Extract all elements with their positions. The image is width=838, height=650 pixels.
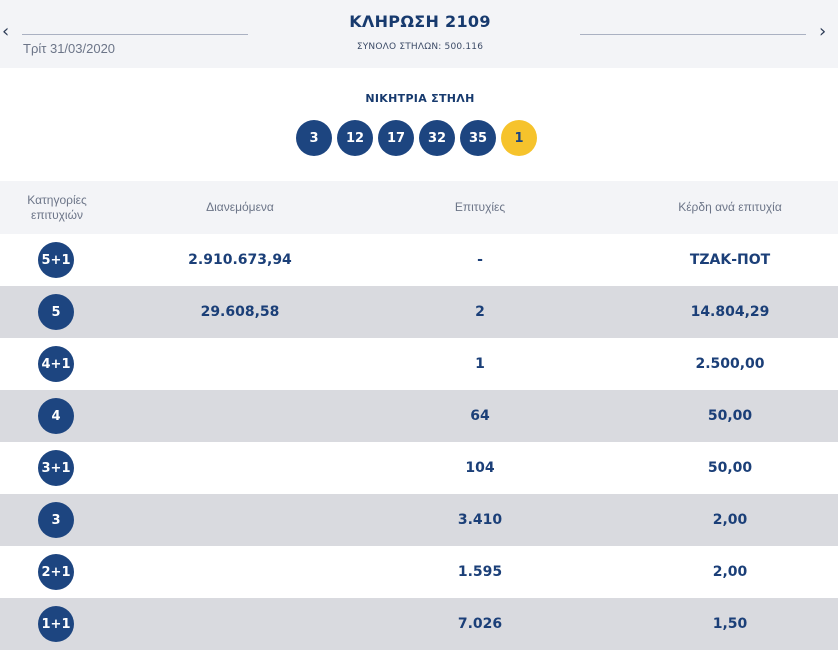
distributed-cell: 2.910.673,94 (188, 252, 292, 268)
prize-cell: 50,00 (707, 408, 753, 424)
divider-right (580, 34, 806, 35)
table-row: 1+1 7.026 1,50 (0, 598, 838, 650)
distributed-cell (160, 546, 320, 598)
draw-date: Τρίτ 31/03/2020 (23, 41, 116, 56)
number-ball: 3 (296, 120, 332, 156)
winners-cell: 7.026 (457, 616, 503, 632)
total-columns: ΣΥΝΟΛΟ ΣΤΗΛΩΝ: 500.116 (356, 42, 484, 52)
table-row: 4 64 50,00 (0, 390, 838, 442)
number-ball: 17 (378, 120, 414, 156)
prize-cell: ΤΖΑΚ-ΠΟΤ (689, 252, 771, 268)
draw-header: ‹ Τρίτ 31/03/2020 ΚΛΗΡΩΣΗ 2109 ΣΥΝΟΛΟ ΣΤ… (0, 0, 838, 68)
table-row: 4+1 1 2.500,00 (0, 338, 838, 390)
prize-cell: 2.500,00 (695, 356, 765, 372)
chevron-left-icon[interactable]: ‹ (2, 21, 10, 42)
divider-left (22, 34, 248, 35)
distributed-cell: 29.608,58 (200, 304, 280, 320)
draw-title: ΚΛΗΡΩΣΗ 2109 (349, 12, 491, 31)
winners-cell: 104 (465, 460, 495, 476)
table-row: 5+1 2.910.673,94 - ΤΖΑΚ-ΠΟΤ (0, 234, 838, 286)
distributed-cell (160, 390, 320, 442)
prize-cell: 2,00 (712, 564, 748, 580)
joker-ball: 1 (501, 120, 537, 156)
category-badge: 2+1 (38, 554, 74, 590)
prize-cell: 50,00 (707, 460, 753, 476)
winners-cell: 64 (470, 408, 490, 424)
category-badge: 4+1 (38, 346, 74, 382)
category-badge: 1+1 (38, 606, 74, 642)
header-distributed: Διανεμόμενα (206, 200, 274, 214)
prize-cell: 2,00 (712, 512, 748, 528)
category-badge: 5+1 (38, 242, 74, 278)
prize-cell: 14.804,29 (690, 304, 770, 320)
category-badge: 4 (38, 398, 74, 434)
header-category: Κατηγορίες επιτυχιών (27, 192, 87, 222)
prize-cell: 1,50 (712, 616, 748, 632)
winners-cell: - (477, 252, 483, 268)
winners-cell: 1.595 (457, 564, 503, 580)
number-ball: 12 (337, 120, 373, 156)
category-badge: 3+1 (38, 450, 74, 486)
table-header: Κατηγορίες επιτυχιών Διανεμόμενα Επιτυχί… (0, 181, 838, 234)
header-winners: Επιτυχίες (454, 200, 506, 214)
winning-numbers: 3 12 17 32 35 1 (296, 120, 537, 156)
winners-cell: 2 (475, 304, 485, 320)
number-ball: 35 (460, 120, 496, 156)
winning-column-label: ΝΙΚΗΤΡΙΑ ΣΤΗΛΗ (365, 92, 475, 105)
winners-cell: 1 (475, 356, 485, 372)
category-badge: 5 (38, 294, 74, 330)
table-row: 5 29.608,58 2 14.804,29 (0, 286, 838, 338)
chevron-right-icon[interactable]: › (819, 21, 827, 42)
header-prize: Κέρδη ανά επιτυχία (678, 200, 782, 214)
distributed-cell (160, 442, 320, 494)
table-row: 3 3.410 2,00 (0, 494, 838, 546)
table-row: 3+1 104 50,00 (0, 442, 838, 494)
table-row: 2+1 1.595 2,00 (0, 546, 838, 598)
distributed-cell (160, 598, 320, 650)
category-badge: 3 (38, 502, 74, 538)
prize-table: 5+1 2.910.673,94 - ΤΖΑΚ-ΠΟΤ 5 29.608,58 … (0, 234, 838, 650)
number-ball: 32 (419, 120, 455, 156)
distributed-cell (160, 494, 320, 546)
winners-cell: 3.410 (457, 512, 503, 528)
distributed-cell (160, 338, 320, 390)
